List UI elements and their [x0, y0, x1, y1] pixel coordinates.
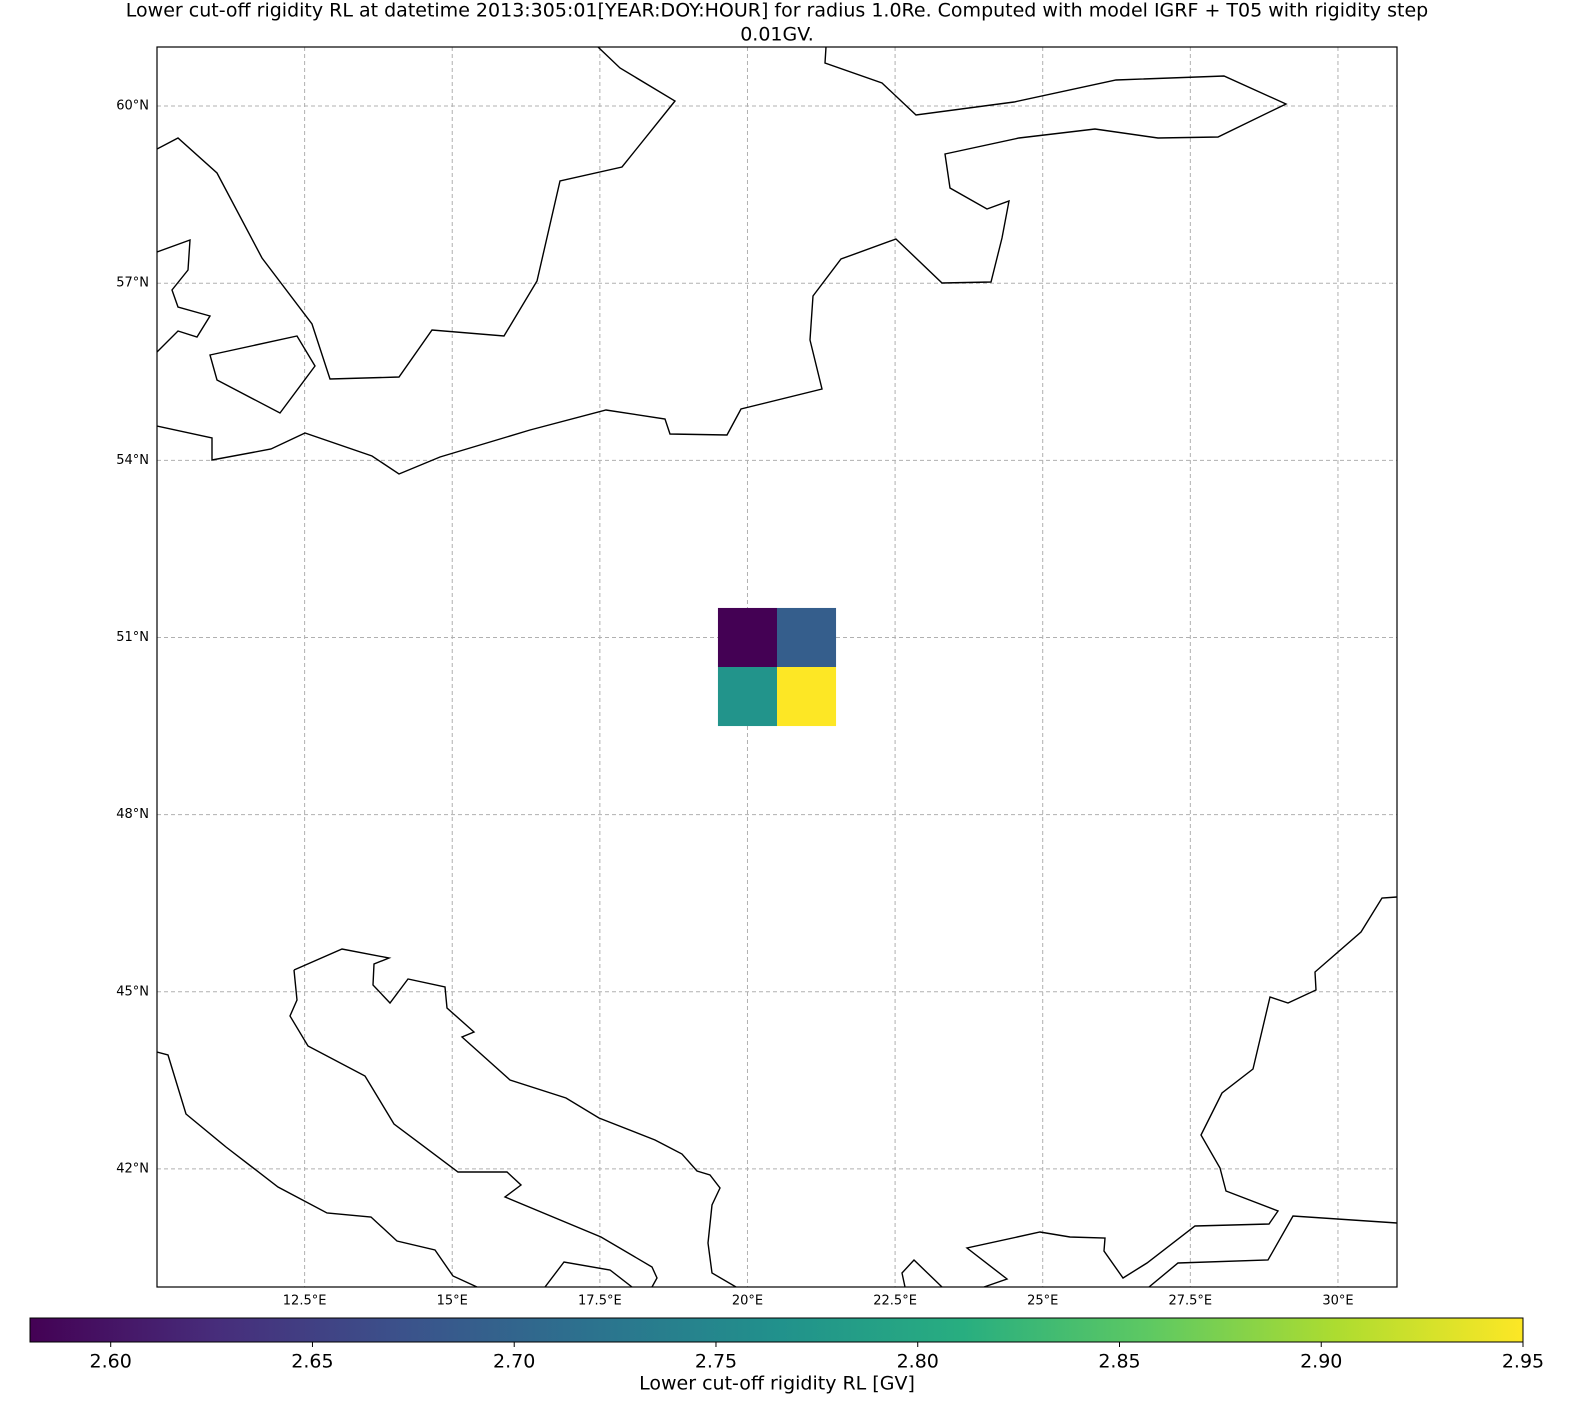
x-tick-label: 17.5°E	[578, 1294, 622, 1309]
coastline	[209, 335, 316, 414]
coastline	[901, 1258, 943, 1287]
colorbar-axis	[110, 1342, 1524, 1347]
y-tick-label: 54°N	[116, 453, 149, 468]
y-tick-label: 57°N	[116, 276, 149, 291]
coastline	[289, 969, 658, 1287]
coastline	[157, 47, 1288, 475]
y-tick-label: 51°N	[116, 630, 149, 645]
y-tick-label: 60°N	[116, 99, 149, 114]
colorbar-tick-label: 2.90	[1300, 1351, 1342, 1373]
y-tick-label: 48°N	[116, 807, 149, 822]
heatmap	[717, 607, 837, 727]
coastlines	[157, 47, 1397, 1287]
chart-title: Lower cut-off rigidity RL at datetime 20…	[126, 0, 1428, 22]
colorbar-tick-label: 2.60	[90, 1351, 132, 1373]
coastline	[157, 47, 677, 380]
heatmap-cell	[777, 667, 837, 727]
coastline	[1148, 1215, 1397, 1287]
colorbar-tick-label: 2.65	[291, 1351, 333, 1373]
coastline	[293, 948, 737, 1287]
plot-frame	[156, 46, 1398, 1288]
x-tick-label: 25°E	[1027, 1294, 1058, 1309]
y-tick-label: 45°N	[116, 984, 149, 999]
colorbar-tick-label: 2.95	[1502, 1351, 1544, 1373]
colorbar-tick-label: 2.75	[695, 1351, 737, 1373]
x-tick-label: 20°E	[732, 1294, 763, 1309]
colorbar-tick-label: 2.85	[1098, 1351, 1140, 1373]
chart-title: 0.01GV.	[740, 24, 814, 46]
y-tick-label: 42°N	[116, 1161, 149, 1176]
x-tick-label: 22.5°E	[873, 1294, 917, 1309]
coastline	[965, 896, 1397, 1287]
coastline	[157, 238, 212, 353]
coastline	[544, 1261, 633, 1287]
heatmap-cell	[717, 607, 777, 667]
coastline	[157, 1051, 478, 1287]
colorbar	[29, 1317, 1524, 1343]
grid	[157, 47, 1397, 1287]
heatmap-cell	[777, 607, 837, 667]
colorbar-tick-label: 2.80	[897, 1351, 939, 1373]
x-tick-label: 12.5°E	[283, 1294, 327, 1309]
colorbar-tick-label: 2.70	[493, 1351, 535, 1373]
x-tick-label: 27.5°E	[1168, 1294, 1212, 1309]
x-tick-label: 15°E	[437, 1294, 468, 1309]
colorbar-label: Lower cut-off rigidity RL [GV]	[639, 1373, 915, 1395]
x-tick-label: 30°E	[1322, 1294, 1353, 1309]
heatmap-cell	[717, 667, 777, 727]
